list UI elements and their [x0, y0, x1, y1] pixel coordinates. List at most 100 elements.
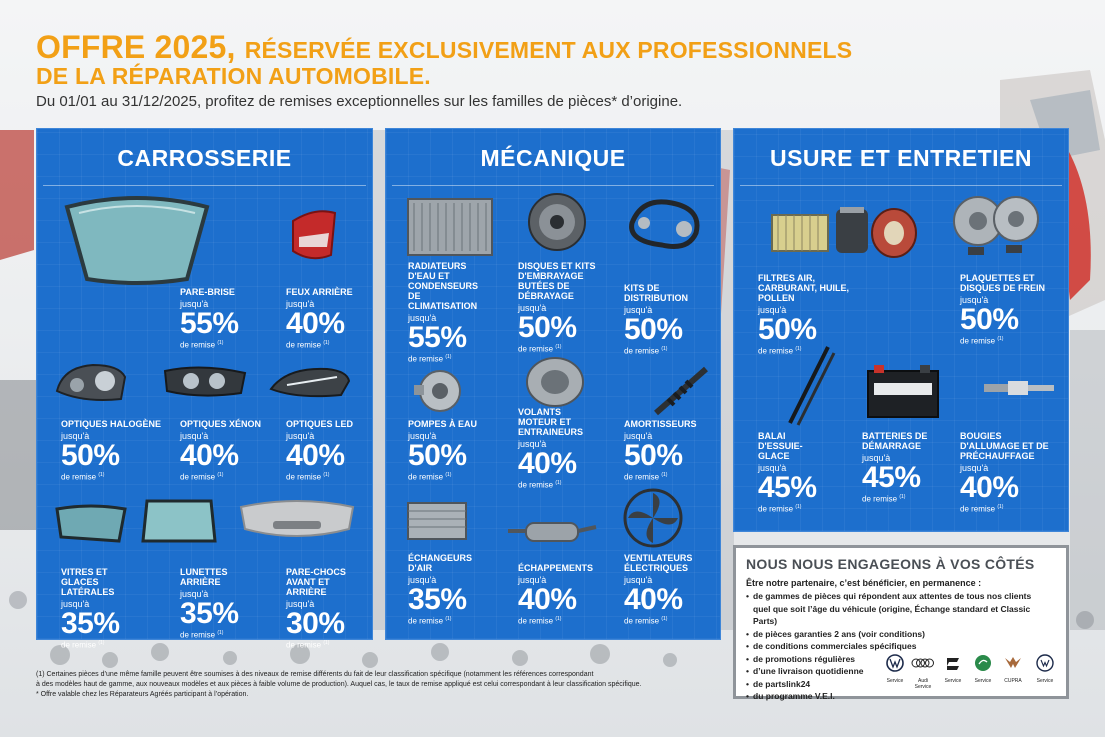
- item-name: VENTILATEURS ÉLECTRIQUES: [624, 553, 690, 573]
- remise-text: de remise: [624, 347, 659, 356]
- note-mark: (1): [661, 472, 667, 478]
- item-name: FEUX ARRIÈRE: [286, 287, 353, 297]
- item-ventilateurs: VENTILATEURS ÉLECTRIQUES jusqu'à 40% de …: [624, 553, 690, 627]
- panel-title: USURE ET ENTRETIEN: [734, 145, 1068, 172]
- item-name: ÉCHAPPEMENTS: [518, 563, 593, 573]
- remise-text: de remise: [624, 617, 659, 626]
- item-discount: 40%: [518, 450, 598, 478]
- skoda-icon: [974, 654, 992, 672]
- remise-text: de remise: [286, 641, 321, 650]
- brand-label: Service: [970, 678, 996, 684]
- item-discount: 35%: [180, 600, 239, 628]
- note-mark: (1): [323, 472, 329, 478]
- offer-title: OFFRE 2025, RÉSERVÉE EXCLUSIVEMENT AUX P…: [36, 34, 1086, 89]
- xenon-headlight-icon: [161, 361, 249, 401]
- side-window-icon: [51, 501, 129, 545]
- item-name: ÉCHANGEURS D'AIR: [408, 553, 464, 573]
- item-remise-label: de remise (1): [518, 614, 593, 627]
- cupra-logo: CUPRA: [1000, 654, 1026, 684]
- footnote-line: (1) Certaines pièces d’une même famille …: [36, 670, 726, 680]
- note-mark: (1): [217, 340, 223, 346]
- item-discount: 50%: [408, 442, 477, 470]
- item-discount: 40%: [960, 474, 1050, 502]
- item-name: PARE-CHOCS AVANT ET ARRIÈRE: [286, 567, 364, 597]
- item-discount: 30%: [286, 610, 364, 638]
- wiper-blade-icon: [784, 343, 836, 427]
- item-discount: 40%: [518, 586, 593, 614]
- filters-icon: [768, 201, 924, 265]
- item-name: POMPES À EAU: [408, 419, 477, 429]
- footnote-line: à des modèles haut de gamme, aux nouveau…: [36, 680, 726, 690]
- item-discount: 40%: [180, 442, 261, 470]
- windshield-icon: [57, 187, 217, 287]
- item-amortisseurs: AMORTISSEURS jusqu'à 50% de remise (1): [624, 419, 697, 483]
- vw-icon: [886, 654, 904, 672]
- note-mark: (1): [555, 616, 561, 622]
- item-lunettes-arriere: LUNETTES ARRIÈRE jusqu'à 35% de remise (…: [180, 567, 239, 641]
- shock-absorber-icon: [648, 363, 714, 419]
- item-remise-label: de remise (1): [518, 478, 598, 491]
- brand-logos: Service Audi Service Service Service CUP…: [882, 654, 1058, 684]
- item-batteries: BATTERIES DE DÉMARRAGE jusqu'à 45% de re…: [862, 431, 928, 505]
- brand-label: Audi Service: [910, 678, 936, 690]
- offer-title-year: OFFRE 2025,: [36, 29, 236, 65]
- item-pare-chocs: PARE-CHOCS AVANT ET ARRIÈRE jusqu'à 30% …: [286, 567, 364, 651]
- note-mark: (1): [98, 472, 104, 478]
- item-name: BATTERIES DE DÉMARRAGE: [862, 431, 928, 451]
- item-name: KITS DE DISTRIBUTION: [624, 283, 720, 303]
- note-mark: (1): [997, 504, 1003, 510]
- tail-light-icon: [287, 207, 341, 265]
- list-item: du programme V.E.I.: [746, 690, 1056, 703]
- note-mark: (1): [445, 354, 451, 360]
- note-mark: (1): [795, 504, 801, 510]
- note-mark: (1): [445, 472, 451, 478]
- note-mark: (1): [555, 344, 561, 350]
- remise-text: de remise: [408, 473, 443, 482]
- note-mark: (1): [445, 616, 451, 622]
- remise-text: de remise: [180, 473, 215, 482]
- audi-rings-icon: [910, 654, 936, 672]
- item-name: PARE-BRISE: [180, 287, 239, 297]
- remise-text: de remise: [408, 617, 443, 626]
- list-item-text: de gammes de pièces qui répondent aux at…: [753, 591, 1031, 601]
- offer-subtitle: Du 01/01 au 31/12/2025, profitez de remi…: [36, 93, 1086, 110]
- water-pump-icon: [410, 363, 468, 417]
- rear-window-icon: [139, 495, 219, 547]
- engagement-list: de gammes de pièces qui répondent aux at…: [746, 590, 1056, 703]
- spark-plug-icon: [980, 373, 1060, 403]
- remise-text: de remise: [862, 495, 897, 504]
- item-discount: 50%: [624, 316, 720, 344]
- note-mark: (1): [98, 640, 104, 646]
- remise-text: de remise: [518, 481, 553, 490]
- brand-label: Service: [940, 678, 966, 684]
- item-remise-label: de remise (1): [408, 470, 477, 483]
- brake-disc-icon: [948, 193, 1044, 257]
- item-optiques-led: OPTIQUES LED jusqu'à 40% de remise (1): [286, 419, 353, 483]
- item-discount: 50%: [61, 442, 161, 470]
- item-discount: 35%: [408, 586, 467, 614]
- item-discount: 55%: [180, 310, 239, 338]
- clutch-disc-icon: [526, 191, 588, 253]
- brand-label: Service: [1032, 678, 1058, 684]
- remise-text: de remise: [180, 631, 215, 640]
- note-mark: (1): [217, 630, 223, 636]
- item-remise-label: de remise (1): [286, 638, 364, 651]
- item-volants-moteur: VOLANTS MOTEUR ET ENTRAINEURS jusqu'à 40…: [518, 407, 598, 491]
- offer-title-line2: DE LA RÉPARATION AUTOMOBILE.: [36, 63, 1086, 89]
- item-discount: 40%: [286, 442, 353, 470]
- remise-text: de remise: [286, 341, 321, 350]
- item-name: RADIATEURS D'EAU ET CONDENSEURS DE CLIMA…: [408, 261, 490, 311]
- item-plaquettes: PLAQUETTES ET DISQUES DE FREIN jusqu'à 5…: [960, 273, 1050, 347]
- list-item: de gammes de pièces qui répondent aux at…: [746, 590, 1056, 628]
- item-name: OPTIQUES HALOGÈNE: [61, 419, 161, 429]
- vw-utility-icon: [1036, 654, 1054, 672]
- note-mark: (1): [997, 336, 1003, 342]
- item-name: BOUGIES D'ALLUMAGE ET DE PRÉCHAUFFAGE: [960, 431, 1050, 461]
- cupra-icon: [1003, 654, 1023, 672]
- item-name: FILTRES AIR, CARBURANT, HUILE, POLLEN: [758, 273, 868, 303]
- item-discount: 50%: [758, 316, 868, 344]
- item-name: BALAI D'ESSUIE-GLACE: [758, 431, 824, 461]
- item-name: PLAQUETTES ET DISQUES DE FREIN: [960, 273, 1050, 293]
- battery-icon: [864, 361, 942, 421]
- remise-text: de remise: [61, 641, 96, 650]
